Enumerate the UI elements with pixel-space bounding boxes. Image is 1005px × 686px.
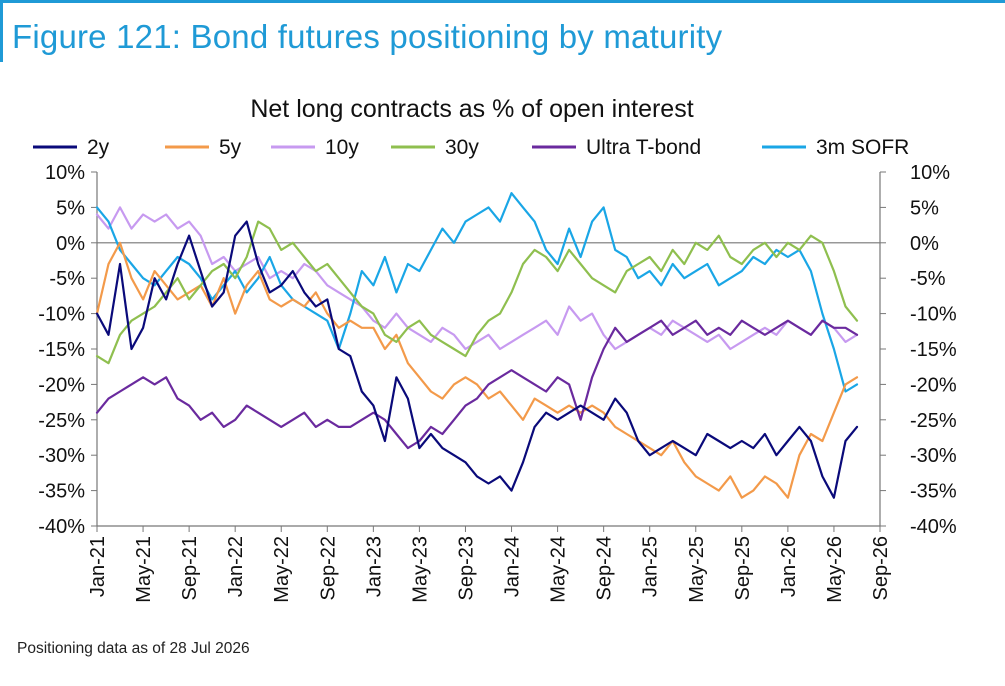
y-tick-label-right: -25% (910, 410, 957, 432)
axes: 10% 10% 5% 5% 0% 0% -5% -5% -10% -10% -15% -15% -20%… (38, 162, 957, 603)
x-tick-label: May-22 (271, 536, 293, 603)
series-line-2y (95, 220, 859, 499)
y-tick-label-right: -40% (910, 516, 957, 538)
y-tick-label-right: -15% (910, 339, 957, 361)
x-tick-label: Jan-26 (778, 536, 800, 597)
y-tick-label-left: -30% (38, 445, 85, 467)
legend: 2y 5y 10y 30y Ultra T-bond 3m SOFR (33, 136, 909, 159)
x-tick-label: Jan-22 (225, 536, 247, 597)
y-tick-label-right: -30% (910, 445, 957, 467)
chart-title: Net long contracts as % of open interest (250, 95, 693, 123)
footnote: Positioning data as of 28 Jul 2026 (17, 640, 250, 657)
series-line-ultra (95, 319, 859, 450)
legend-label-sofr: 3m SOFR (816, 136, 909, 159)
y-tick-label-right: 5% (910, 197, 939, 219)
y-tick-label-left: 0% (56, 233, 85, 255)
series-line-5y (95, 241, 859, 499)
series-line-10y (95, 206, 859, 351)
x-tick-label: May-26 (824, 536, 846, 603)
y-tick-label-left: -10% (38, 304, 85, 326)
x-tick-label: May-25 (686, 536, 708, 603)
y-tick-label-right: -35% (910, 481, 957, 503)
chart: Net long contracts as % of open interest… (33, 95, 957, 603)
x-tick-label: Sep-25 (732, 536, 754, 601)
y-tick-label-left: 10% (45, 162, 85, 184)
y-tick-label-right: -5% (910, 268, 946, 290)
x-tick-label: Sep-22 (317, 536, 339, 601)
legend-label-30y: 30y (445, 136, 479, 159)
y-tick-label-left: -40% (38, 516, 85, 538)
y-tick-label-left: -15% (38, 339, 85, 361)
series-layer (95, 192, 859, 499)
x-tick-label: Jan-25 (640, 536, 662, 597)
y-tick-label-right: 0% (910, 233, 939, 255)
series-line-30y (95, 220, 859, 365)
y-tick-label-left: -35% (38, 481, 85, 503)
legend-label-ultra: Ultra T-bond (586, 136, 701, 159)
figure-title: Figure 121: Bond futures positioning by … (12, 18, 723, 55)
y-tick-label-left: 5% (56, 197, 85, 219)
x-tick-label: Sep-23 (455, 536, 477, 601)
x-tick-label: May-21 (133, 536, 155, 603)
y-tick-label-left: -20% (38, 374, 85, 396)
x-tick-label: May-23 (409, 536, 431, 603)
y-tick-label-right: -20% (910, 374, 957, 396)
x-tick-label: May-24 (548, 536, 570, 603)
frame-top-rule (0, 0, 1005, 3)
x-tick-label: Jan-24 (502, 536, 524, 597)
legend-label-2y: 2y (87, 136, 110, 159)
x-tick-label: Sep-26 (870, 536, 892, 601)
x-tick-label: Jan-21 (87, 536, 109, 597)
x-tick-label: Sep-24 (594, 536, 616, 601)
x-tick-label: Sep-21 (179, 536, 201, 601)
y-tick-label-right: -10% (910, 304, 957, 326)
frame-left-rule (0, 0, 3, 62)
y-tick-label-right: 10% (910, 162, 950, 184)
series-line-sofr (95, 192, 859, 393)
y-tick-label-left: -5% (49, 268, 85, 290)
legend-label-10y: 10y (325, 136, 359, 159)
legend-label-5y: 5y (219, 136, 242, 159)
x-tick-label: Jan-23 (363, 536, 385, 597)
y-tick-label-left: -25% (38, 410, 85, 432)
